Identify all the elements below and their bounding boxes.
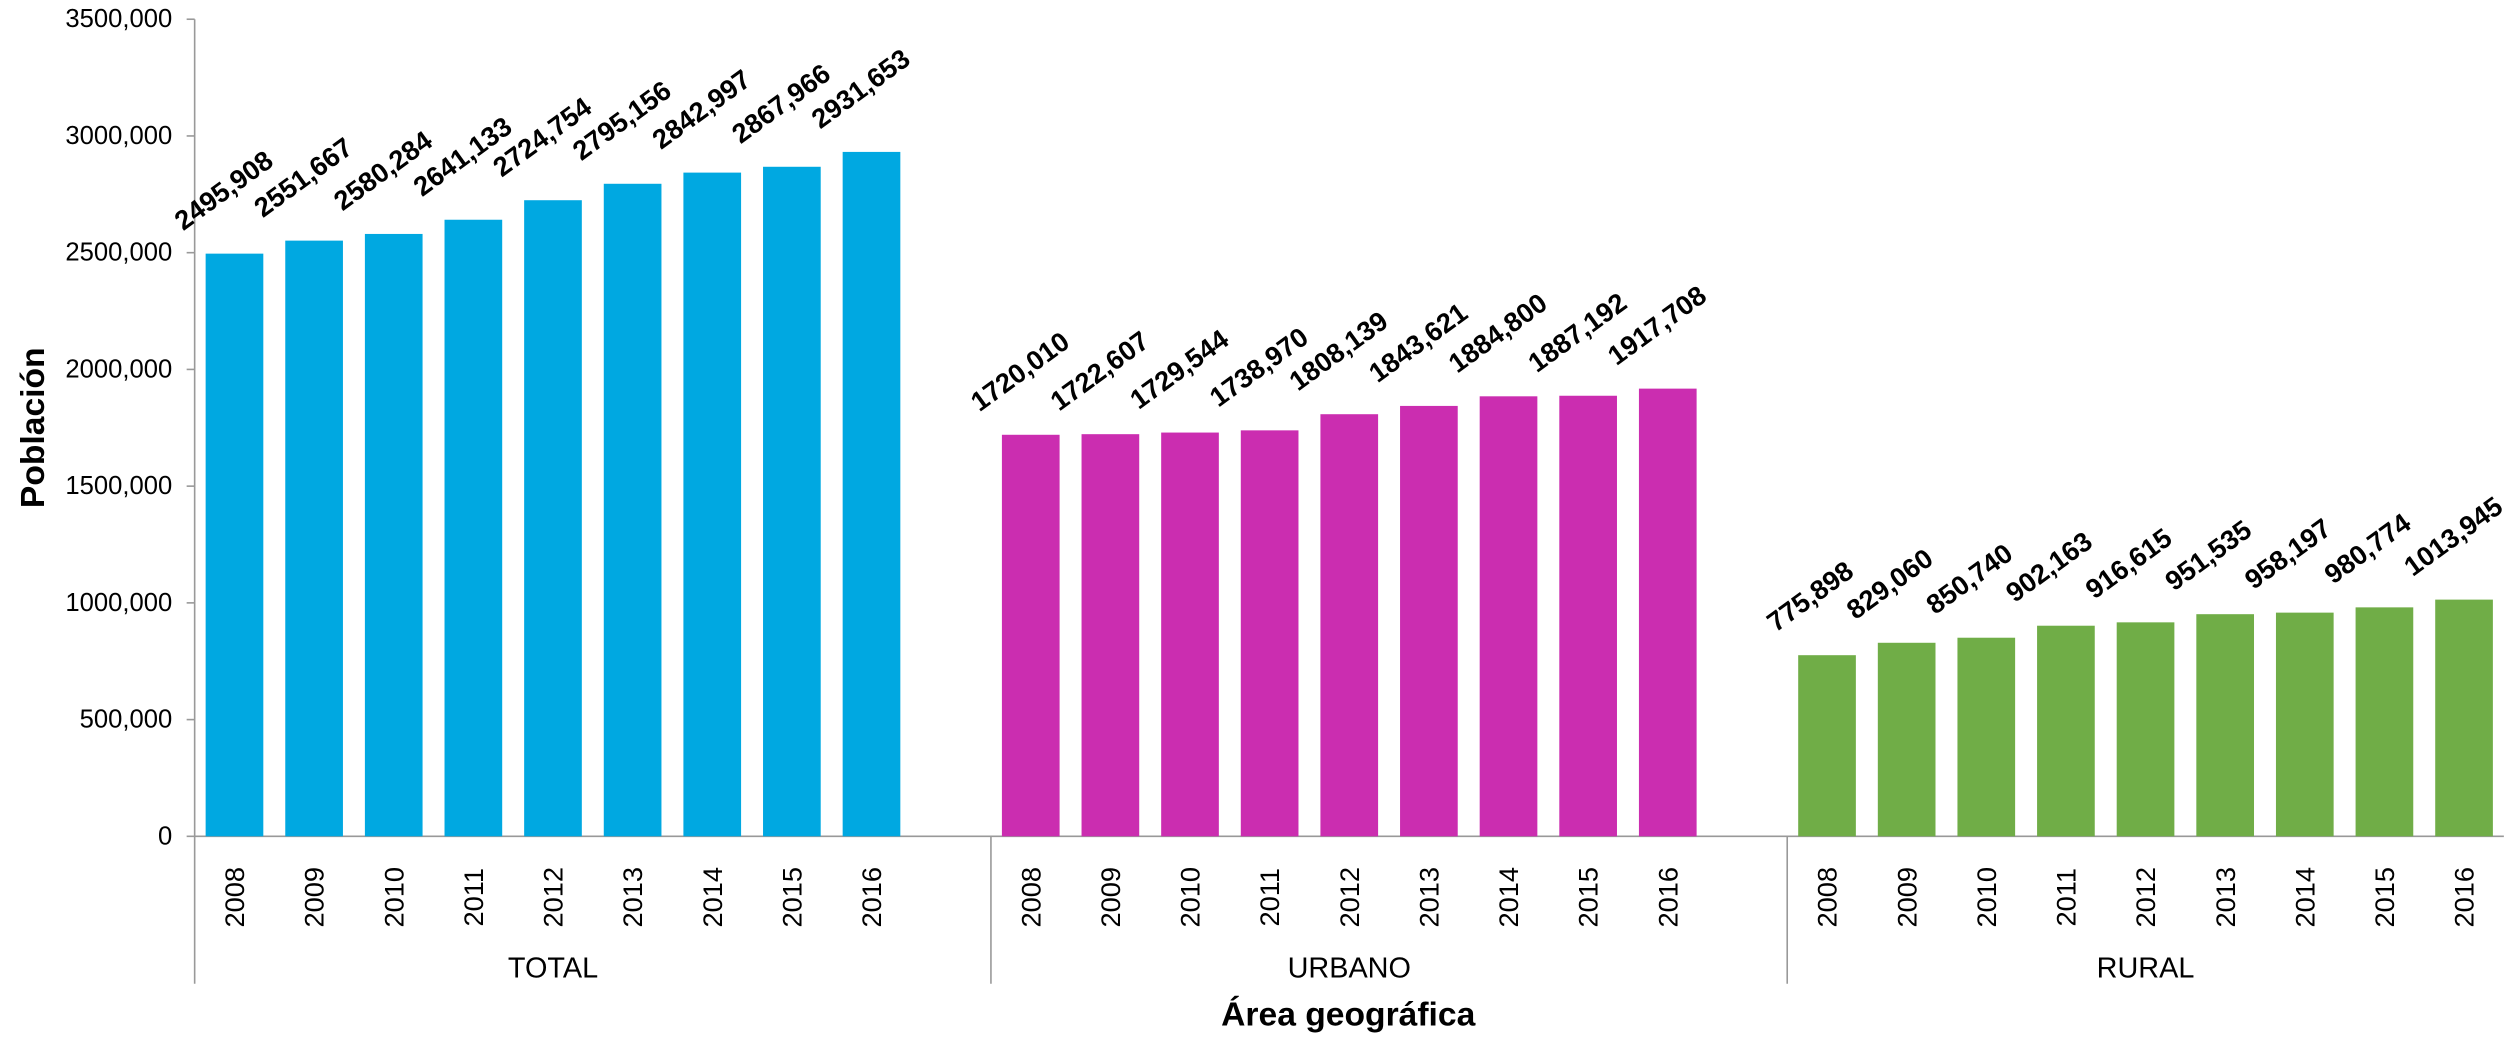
x-tick-label: 2011	[458, 868, 489, 927]
bar	[1320, 414, 1379, 837]
bar	[1001, 434, 1060, 837]
bar	[1479, 396, 1538, 837]
value-label: 980,774	[2318, 507, 2416, 590]
x-tick-label: 2013	[617, 867, 648, 928]
x-tick-label: 2014	[2289, 867, 2320, 928]
y-tick-label: 3000,000	[65, 122, 172, 150]
bar	[1400, 405, 1458, 837]
value-label: 829,060	[1841, 542, 1939, 625]
x-tick-label: 2008	[1015, 867, 1046, 928]
x-tick-label: 2012	[538, 867, 569, 928]
bar	[2435, 599, 2493, 837]
bar	[205, 253, 264, 837]
group-label: URBANO	[1288, 952, 1411, 984]
bar	[1081, 434, 1140, 837]
y-tick-label: 0	[158, 822, 172, 850]
y-tick-label: 1000,000	[65, 589, 172, 617]
x-tick-label: 2012	[1334, 867, 1365, 928]
x-axis-title: Área geográfica	[1221, 995, 1475, 1033]
bar	[1559, 395, 1617, 837]
bar	[2116, 622, 2175, 837]
value-label: 951,535	[2159, 514, 2257, 597]
bar	[285, 240, 343, 837]
x-tick-label: 2008	[1812, 867, 1843, 928]
y-tick-label: 2000,000	[65, 355, 172, 383]
value-label: 1013,945	[2398, 490, 2508, 582]
x-tick-label: 2013	[2210, 867, 2241, 928]
x-tick-label: 2015	[2369, 867, 2400, 928]
x-tick-label: 2011	[1254, 868, 1285, 927]
y-tick-label: 500,000	[80, 706, 173, 734]
x-tick-label: 2015	[1573, 867, 1604, 928]
x-tick-label: 2012	[2130, 867, 2161, 928]
x-tick-label: 2016	[856, 867, 887, 928]
value-label: 902,163	[2000, 525, 2098, 608]
bar	[2196, 614, 2255, 837]
y-tick-label: 3500,000	[65, 5, 172, 33]
bar	[1638, 388, 1697, 837]
bar	[1877, 642, 1936, 837]
x-tick-label: 2016	[2449, 867, 2480, 928]
value-label: 916,615	[2080, 522, 2178, 605]
bar	[2275, 612, 2334, 837]
y-tick-label: 1500,000	[65, 472, 172, 500]
bar	[1240, 430, 1299, 837]
bar	[842, 151, 901, 837]
x-tick-label: 2008	[219, 867, 250, 928]
bar	[683, 172, 742, 837]
group-label: TOTAL	[508, 952, 598, 984]
y-axis-title: Población	[15, 347, 52, 508]
x-tick-label: 2011	[2051, 868, 2082, 927]
group-label: RURAL	[2097, 952, 2195, 984]
bar	[444, 219, 503, 837]
bar	[1161, 432, 1219, 837]
x-tick-label: 2009	[1891, 867, 1922, 928]
x-tick-label: 2016	[1652, 867, 1683, 928]
value-label: 958,197	[2239, 512, 2337, 595]
x-tick-label: 2015	[776, 867, 807, 928]
value-label: 850,740	[1920, 537, 2018, 620]
bar	[1957, 637, 2016, 837]
x-tick-label: 2010	[1175, 867, 1206, 928]
bar	[524, 200, 582, 837]
x-tick-label: 2009	[299, 867, 330, 928]
y-tick-label: 2500,000	[65, 239, 172, 267]
x-tick-label: 2013	[1414, 867, 1445, 928]
x-tick-label: 2010	[1971, 867, 2002, 928]
x-tick-label: 2014	[1493, 867, 1524, 928]
x-tick-label: 2009	[1095, 867, 1126, 928]
x-tick-label: 2014	[697, 867, 728, 928]
bar	[603, 183, 662, 837]
bar	[2037, 625, 2095, 837]
bar	[763, 166, 821, 837]
bar	[1798, 655, 1856, 837]
x-tick-label: 2010	[378, 867, 409, 928]
bar	[364, 233, 423, 837]
bar	[2355, 607, 2414, 837]
